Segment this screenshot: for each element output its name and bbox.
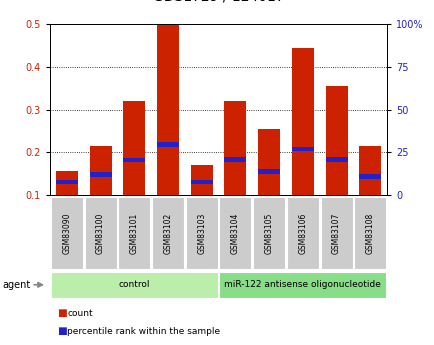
Text: GSM83104: GSM83104	[230, 212, 240, 254]
Bar	[191, 165, 212, 195]
Bar	[56, 180, 78, 184]
Bar	[157, 142, 178, 147]
Text: ■: ■	[56, 308, 66, 318]
Text: GSM83101: GSM83101	[129, 212, 138, 254]
Text: GSM83103: GSM83103	[197, 212, 206, 254]
Bar	[56, 171, 78, 195]
Text: GSM83090: GSM83090	[62, 212, 71, 254]
Bar	[123, 101, 145, 195]
Bar	[224, 157, 246, 161]
Bar	[89, 172, 111, 177]
Bar	[258, 129, 279, 195]
Text: count: count	[67, 309, 93, 318]
Text: percentile rank within the sample: percentile rank within the sample	[67, 327, 220, 336]
Bar	[123, 158, 145, 162]
Bar	[191, 180, 212, 184]
Bar	[157, 24, 178, 195]
Bar	[291, 49, 313, 195]
Bar	[89, 146, 111, 195]
Bar	[325, 157, 347, 161]
Text: agent: agent	[2, 280, 30, 290]
Text: control: control	[118, 280, 150, 289]
Bar	[291, 147, 313, 151]
Text: GSM83108: GSM83108	[365, 212, 374, 254]
Text: ■: ■	[56, 326, 66, 336]
Bar	[325, 86, 347, 195]
Text: GDS1729 / 124017: GDS1729 / 124017	[152, 0, 284, 3]
Text: GSM83100: GSM83100	[96, 212, 105, 254]
Bar	[258, 169, 279, 174]
Bar	[224, 101, 246, 195]
Bar	[358, 146, 380, 195]
Text: miR-122 antisense oligonucleotide: miR-122 antisense oligonucleotide	[224, 280, 381, 289]
Text: GSM83105: GSM83105	[264, 212, 273, 254]
Text: GSM83102: GSM83102	[163, 212, 172, 254]
Bar	[358, 175, 380, 179]
Text: GSM83107: GSM83107	[331, 212, 340, 254]
Text: GSM83106: GSM83106	[298, 212, 307, 254]
